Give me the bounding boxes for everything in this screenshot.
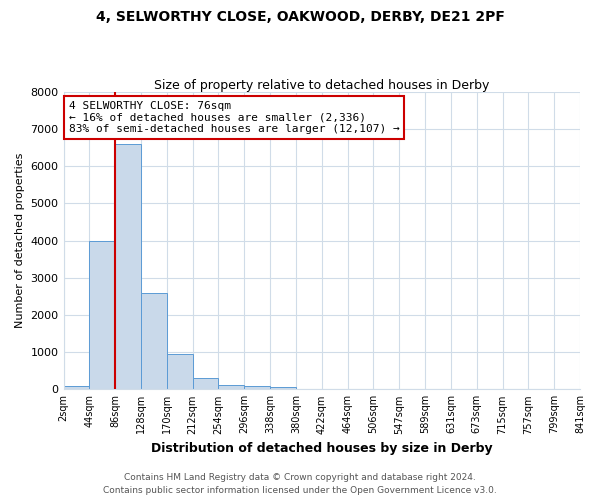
Bar	[141, 292, 167, 390]
Bar	[64, 386, 89, 390]
Bar	[270, 387, 296, 390]
Title: Size of property relative to detached houses in Derby: Size of property relative to detached ho…	[154, 79, 490, 92]
Text: 4, SELWORTHY CLOSE, OAKWOOD, DERBY, DE21 2PF: 4, SELWORTHY CLOSE, OAKWOOD, DERBY, DE21…	[95, 10, 505, 24]
Text: 4 SELWORTHY CLOSE: 76sqm
← 16% of detached houses are smaller (2,336)
83% of sem: 4 SELWORTHY CLOSE: 76sqm ← 16% of detach…	[69, 101, 400, 134]
Bar	[89, 240, 115, 390]
X-axis label: Distribution of detached houses by size in Derby: Distribution of detached houses by size …	[151, 442, 493, 455]
Bar	[244, 386, 270, 390]
Bar	[193, 378, 218, 390]
Bar	[218, 385, 244, 390]
Text: Contains HM Land Registry data © Crown copyright and database right 2024.
Contai: Contains HM Land Registry data © Crown c…	[103, 474, 497, 495]
Bar	[167, 354, 193, 390]
Y-axis label: Number of detached properties: Number of detached properties	[15, 153, 25, 328]
Bar	[115, 144, 141, 390]
